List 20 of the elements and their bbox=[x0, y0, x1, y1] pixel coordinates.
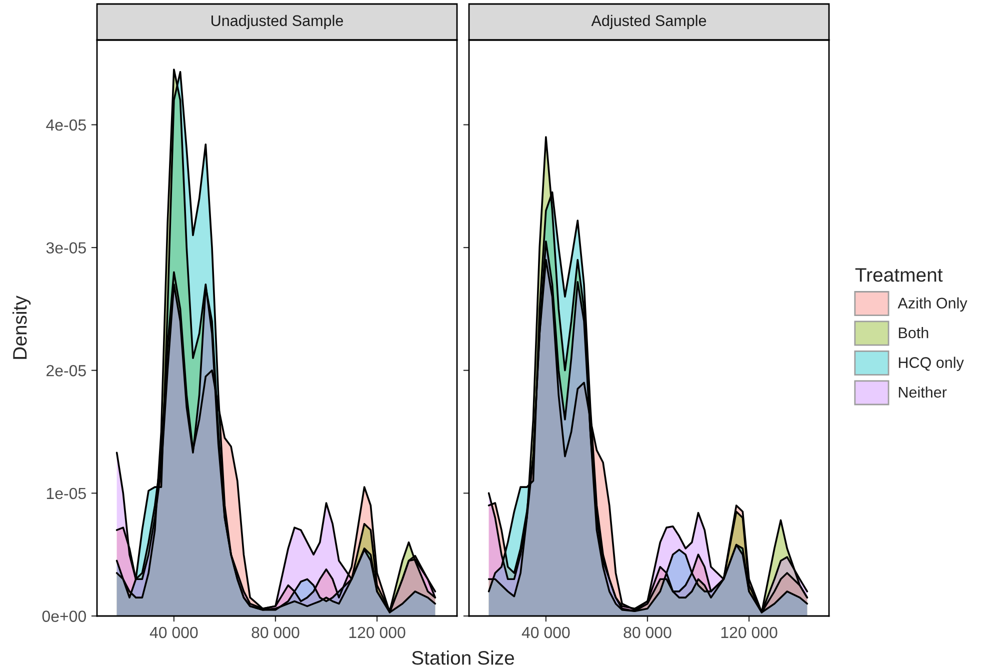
legend-label: Neither bbox=[898, 386, 947, 398]
y-tick-label: 0e+00 bbox=[42, 610, 86, 622]
x-tick-label: 120 000 bbox=[721, 626, 778, 638]
x-tick-label: 80 000 bbox=[624, 626, 672, 638]
y-tick-label: 3e-05 bbox=[46, 242, 86, 254]
legend-label: HCQ only bbox=[898, 356, 964, 371]
legend-label: Azith Only bbox=[898, 297, 968, 312]
legend-title: Treatment bbox=[855, 268, 943, 282]
x-tick-label: 40 000 bbox=[150, 626, 198, 638]
y-tick-label: 2e-05 bbox=[46, 365, 86, 376]
x-tick-label: 40 000 bbox=[522, 626, 570, 638]
legend-label: Both bbox=[898, 327, 928, 338]
x-tick-label: 80 000 bbox=[252, 626, 300, 638]
chart-title: Adjusted Sample bbox=[591, 14, 706, 30]
y-tick-label: 4e-05 bbox=[46, 119, 86, 131]
chart-title: Unadjusted Sample bbox=[212, 14, 343, 30]
y-tick-label: 1e-05 bbox=[46, 488, 86, 500]
x-axis-title: Station Size bbox=[412, 650, 514, 665]
x-tick-label: 120 000 bbox=[349, 626, 406, 638]
y-axis-title: Density bbox=[12, 296, 31, 359]
